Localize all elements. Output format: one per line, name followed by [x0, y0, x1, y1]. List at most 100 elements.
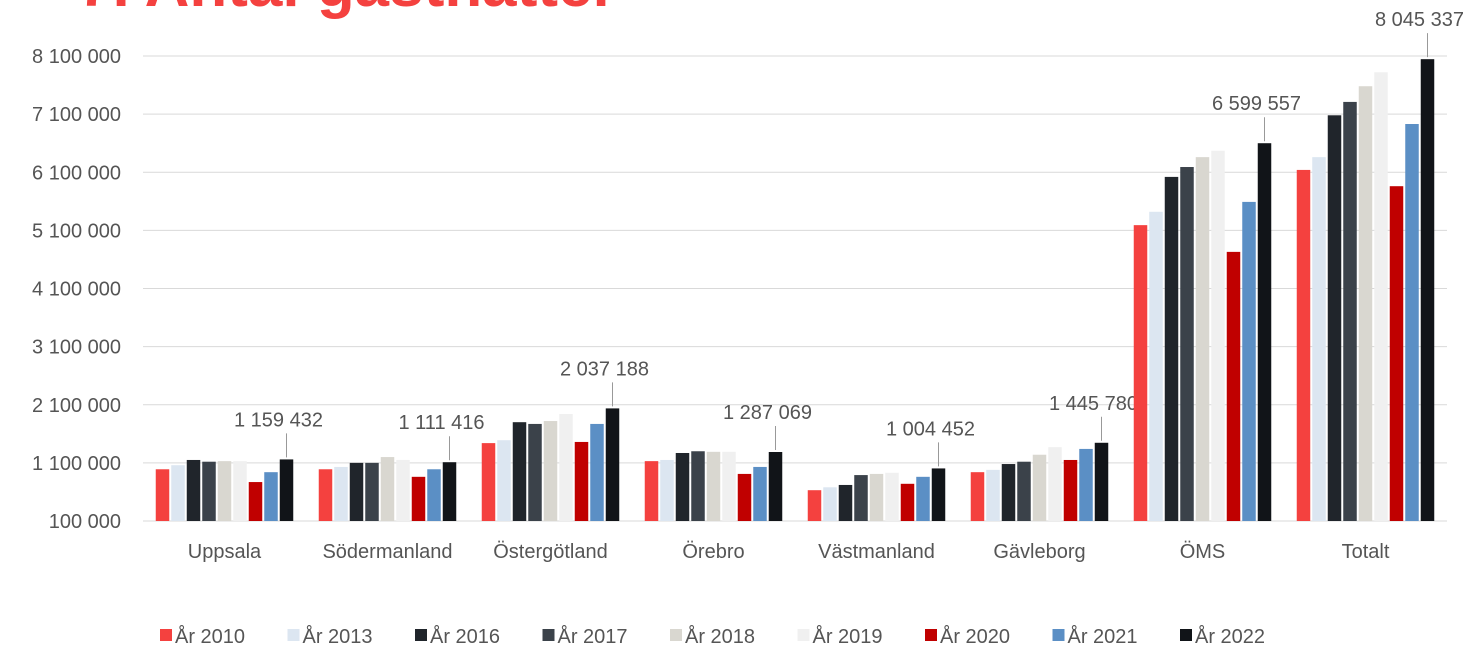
legend-label: År 2017 [558, 625, 628, 648]
bar [838, 484, 853, 521]
bar [1257, 143, 1272, 521]
bar [1211, 150, 1225, 521]
bar [1149, 211, 1163, 521]
y-tick-label: 4 100 000 [32, 279, 121, 301]
bar [970, 472, 985, 521]
bar [1389, 186, 1404, 521]
bar [807, 490, 822, 521]
bar [411, 476, 426, 521]
bar [1048, 447, 1062, 521]
y-tick-label: 100 000 [49, 511, 121, 533]
bar [644, 461, 659, 521]
bar [1001, 464, 1016, 521]
bar [916, 476, 930, 521]
bar [155, 469, 170, 521]
bar [559, 414, 573, 521]
bar [885, 472, 899, 521]
bar [900, 483, 915, 521]
bar [823, 487, 837, 521]
legend-swatch [670, 629, 682, 641]
y-tick-label: 7 100 000 [32, 104, 121, 126]
bar [1032, 454, 1047, 521]
bar [365, 462, 379, 521]
y-tick-label: 5 100 000 [32, 220, 121, 242]
bar [854, 475, 868, 521]
bar [396, 459, 410, 521]
bar [1358, 86, 1373, 521]
bar [722, 451, 736, 521]
bar [869, 473, 884, 521]
bar [279, 459, 294, 521]
x-tick-label: Totalt [1342, 541, 1390, 563]
legend-swatch [797, 629, 810, 641]
legend-label: År 2010 [175, 625, 245, 648]
bar [931, 468, 946, 521]
bar [334, 466, 348, 521]
data-label: 1 111 416 [398, 412, 484, 434]
bar [186, 459, 201, 521]
bar [497, 440, 511, 521]
legend-label: År 2016 [430, 625, 500, 648]
bar [605, 408, 620, 521]
legend-label: År 2013 [303, 625, 373, 648]
bar [753, 466, 767, 521]
bar [1405, 124, 1419, 521]
legend-swatch [1052, 629, 1065, 641]
bar [675, 452, 690, 521]
bar [986, 469, 1000, 521]
bar [1420, 59, 1435, 522]
y-tick-label: 8 100 000 [32, 46, 121, 68]
data-label: 2 037 188 [560, 358, 649, 380]
legend-swatch [542, 629, 555, 641]
y-tick-label: 1 100 000 [32, 453, 121, 475]
legend-swatch [1180, 629, 1192, 641]
legend-swatch [160, 629, 172, 641]
chart-title: 7. Antal gästnätter [78, 0, 617, 20]
x-tick-label: ÖMS [1180, 541, 1226, 563]
x-tick-label: Östergötland [493, 541, 608, 563]
bar [1312, 157, 1326, 521]
x-tick-label: Västmanland [818, 541, 935, 563]
bar [1195, 157, 1210, 521]
bar [1017, 461, 1031, 521]
bar [1063, 459, 1078, 521]
bar [1094, 442, 1109, 521]
data-label: 6 599 557 [1212, 93, 1301, 115]
data-label: 1 159 432 [234, 409, 323, 431]
data-label: 1 004 452 [886, 418, 975, 440]
y-tick-label: 3 100 000 [32, 337, 121, 359]
bar [706, 451, 721, 521]
bar [1133, 225, 1148, 522]
x-tick-label: Gävleborg [993, 541, 1085, 563]
bar [1180, 167, 1194, 522]
bar [768, 452, 783, 521]
legend-label: År 2021 [1068, 625, 1138, 648]
x-tick-label: Södermanland [322, 541, 452, 563]
bar [171, 465, 185, 521]
data-label: 8 045 337 [1375, 9, 1464, 31]
bar [590, 423, 604, 521]
bar [1226, 251, 1241, 521]
bar [1079, 448, 1093, 521]
bar [1164, 176, 1179, 521]
bar [1327, 115, 1342, 521]
bar [1242, 201, 1256, 522]
bar [349, 462, 364, 521]
bar [1343, 101, 1357, 521]
legend-swatch [287, 629, 300, 641]
legend-label: År 2020 [940, 625, 1010, 648]
bar [202, 461, 216, 521]
bar [481, 443, 496, 521]
bar [442, 462, 457, 521]
bar [233, 461, 247, 521]
data-label: 1 287 069 [723, 402, 812, 424]
bar [264, 472, 278, 521]
bar [318, 469, 333, 521]
x-tick-label: Örebro [682, 541, 744, 563]
y-tick-label: 6 100 000 [32, 162, 121, 184]
bar [427, 469, 441, 521]
legend-label: År 2022 [1195, 625, 1265, 648]
bar [737, 473, 752, 521]
bar [528, 423, 542, 521]
